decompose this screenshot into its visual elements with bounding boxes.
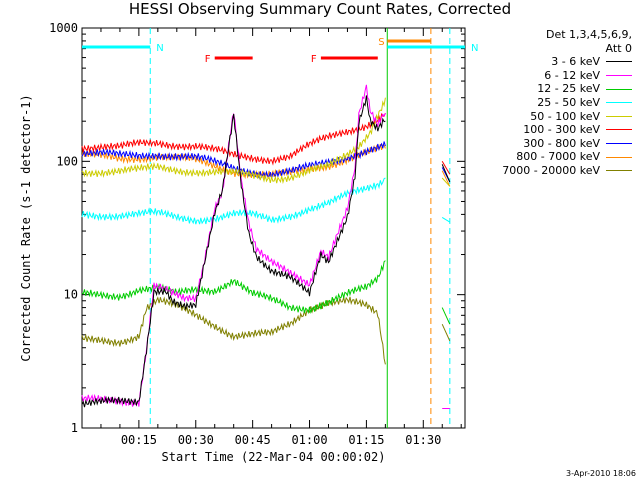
legend-label: 7000 - 20000 keV xyxy=(502,163,600,177)
legend-swatch xyxy=(606,102,632,104)
legend-label: 6 - 12 keV xyxy=(544,68,600,82)
annotation-label-S: S xyxy=(378,37,384,48)
legend-header-1: Det 1,3,4,5,6,9, xyxy=(545,28,632,41)
legend-entry: 100 - 300 keV xyxy=(472,123,632,137)
legend-entry: 50 - 100 keV xyxy=(472,110,632,124)
legend-swatch xyxy=(606,170,632,172)
legend-entry: 6 - 12 keV xyxy=(472,69,632,83)
y-tick-label: 1 xyxy=(71,421,78,435)
plot-frame xyxy=(81,27,466,429)
series-line-post-7000-20000keV xyxy=(441,323,451,342)
annotation-label-N: N xyxy=(471,43,478,54)
x-tick-label: 01:30 xyxy=(405,433,441,447)
x-tick-label: 01:15 xyxy=(348,433,384,447)
series-line-post-25-50keV xyxy=(441,216,451,223)
series-line-post-800-7000keV xyxy=(441,170,451,187)
legend-swatch xyxy=(606,156,632,158)
series-line-post-50-100keV xyxy=(441,177,451,187)
series-line-300-800keV xyxy=(81,141,386,180)
legend-label: 300 - 800 keV xyxy=(523,136,600,150)
legend-swatch xyxy=(606,88,632,90)
legend-entry: 300 - 800 keV xyxy=(472,137,632,151)
series-line-3-6keV xyxy=(81,95,386,408)
legend-entry: 800 - 7000 keV xyxy=(472,150,632,164)
legend-swatch xyxy=(606,143,632,145)
legend-entry: 3 - 6 keV xyxy=(472,55,632,69)
legend-entry: 7000 - 20000 keV xyxy=(472,164,632,178)
annotation-label-F: F xyxy=(311,54,317,65)
legend-entry: 25 - 50 keV xyxy=(472,96,632,110)
x-tick-label: 00:30 xyxy=(178,433,214,447)
annotation-label-N: N xyxy=(156,43,163,54)
x-tick-label: 00:45 xyxy=(235,433,271,447)
x-tick-label: 01:00 xyxy=(291,433,327,447)
series-line-50-100keV xyxy=(81,97,386,185)
annotation-label-F: F xyxy=(205,54,211,65)
legend-entry: 12 - 25 keV xyxy=(472,82,632,96)
legend-label: 100 - 300 keV xyxy=(523,123,600,137)
legend-swatch xyxy=(606,75,632,77)
timestamp: 3-Apr-2010 18:06 xyxy=(566,469,636,478)
legend-swatch xyxy=(606,115,632,117)
series-line-25-50keV xyxy=(81,177,386,225)
legend-label: 3 - 6 keV xyxy=(551,55,600,69)
y-tick-label: 10 xyxy=(64,288,78,302)
x-axis-label: Start Time (22-Mar-04 00:00:02) xyxy=(162,450,386,464)
legend-swatch xyxy=(606,61,632,63)
legend-label: 25 - 50 keV xyxy=(537,95,600,109)
chart-title: HESSI Observing Summary Count Rates, Cor… xyxy=(128,0,512,18)
series-line-post-100-300keV xyxy=(441,161,451,175)
y-axis-label: Corrected Count Rate (s-1 detector-1) xyxy=(19,94,33,361)
y-tick-label: 1000 xyxy=(49,21,78,35)
x-tick-label: 00:15 xyxy=(121,433,157,447)
y-tick-label: 100 xyxy=(56,154,78,168)
legend-label: 800 - 7000 keV xyxy=(516,150,600,164)
legend: Det 1,3,4,5,6,9, Att 0 3 - 6 keV 6 - 12 k… xyxy=(472,28,632,178)
series-line-12-25keV xyxy=(81,260,386,315)
legend-swatch xyxy=(606,129,632,131)
legend-label: 12 - 25 keV xyxy=(537,82,600,96)
series-line-post-12-25keV xyxy=(441,307,451,325)
legend-label: 50 - 100 keV xyxy=(530,109,600,123)
series-line-100-300keV xyxy=(81,112,386,166)
legend-header-2: Att 0 xyxy=(605,41,632,55)
series-line-post-3-6keV xyxy=(441,164,451,183)
series-line-7000-20000keV xyxy=(81,296,386,365)
